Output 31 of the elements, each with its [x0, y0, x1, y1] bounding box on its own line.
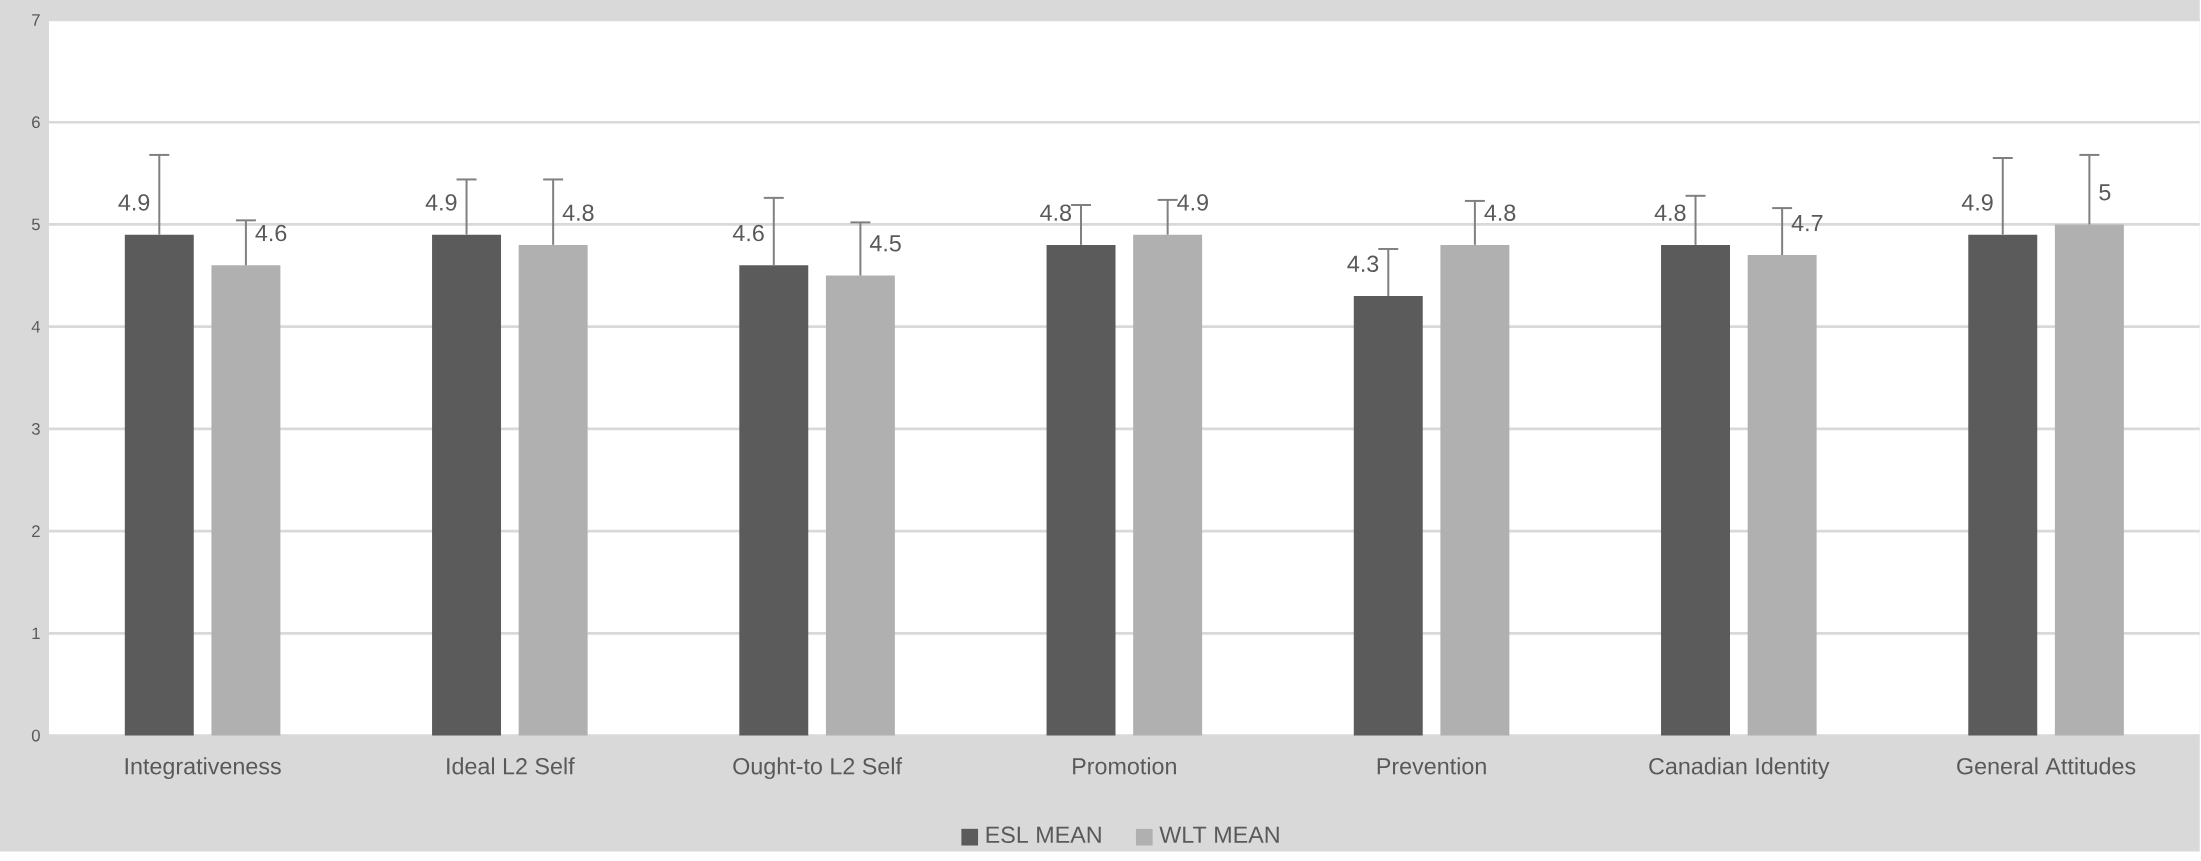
data-label: 5: [2099, 184, 2111, 201]
y-tick-label: 2: [32, 525, 40, 537]
data-label: 4.9: [425, 194, 457, 211]
x-tick-label: Integrativeness: [125, 757, 281, 780]
y-tick-label: 6: [32, 116, 40, 129]
x-tick-label: Ideal L2 Self: [447, 757, 575, 775]
data-label: 4.8: [562, 204, 594, 221]
legend-label: ESL MEAN: [986, 826, 1101, 843]
y-tick-label: 0: [31, 729, 40, 742]
x-tick-label: Prevention: [1377, 757, 1486, 775]
y-tick-label: 7: [32, 14, 40, 26]
data-label: 4.6: [255, 224, 287, 242]
data-label: 4.9: [118, 194, 150, 211]
x-tick-label: Canadian Identity: [1649, 757, 1830, 780]
data-label: 4.8: [1040, 204, 1072, 221]
data-label: 4.7: [1791, 215, 1823, 232]
y-tick-label: 4: [31, 320, 41, 333]
x-tick-label: Ought-to L2 Self: [733, 757, 903, 780]
y-tick-label: 5: [31, 218, 40, 231]
y-tick-label: 3: [31, 422, 40, 435]
legend-label: WLT MEAN: [1159, 826, 1279, 843]
data-label: 4.8: [1484, 204, 1516, 221]
data-label: 4.3: [1347, 255, 1379, 272]
data-label: 4.8: [1654, 204, 1686, 221]
x-tick-label: General Attitudes: [1957, 757, 2136, 775]
data-label: 4.5: [869, 235, 901, 252]
data-label: 4.9: [1177, 194, 1208, 211]
data-label: 4.6: [732, 224, 764, 242]
y-tick-label: 1: [32, 627, 40, 640]
data-label: 4.9: [1961, 194, 1993, 211]
x-tick-label: Promotion: [1073, 757, 1176, 775]
